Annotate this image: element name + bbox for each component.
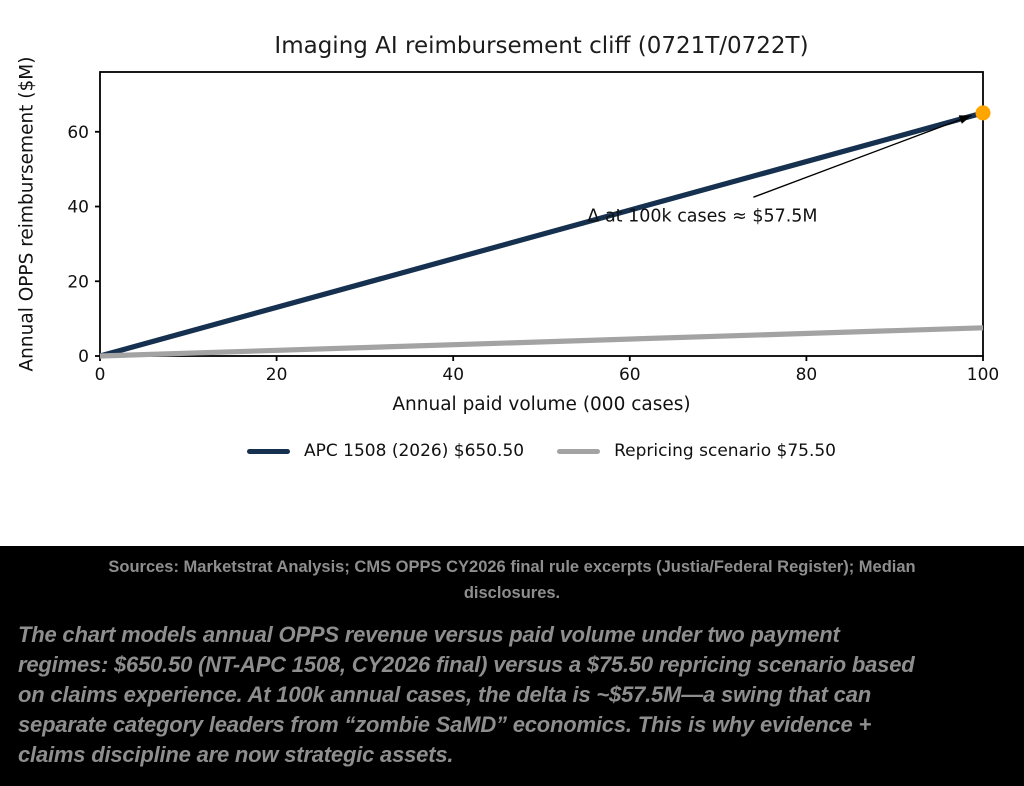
y-tick-label: 60 — [67, 123, 89, 143]
x-tick-label: 40 — [442, 365, 464, 385]
legend-swatch-apc-1508 — [247, 448, 291, 454]
chart-legend: APC 1508 (2026) $650.50 Repricing scenar… — [100, 441, 983, 461]
x-tick-label: 0 — [95, 365, 106, 385]
chart-title: Imaging AI reimbursement cliff (0721T/07… — [274, 33, 809, 59]
y-tick-label: 20 — [67, 272, 89, 292]
commentary-line-1: The chart models annual OPPS revenue ver… — [18, 622, 840, 647]
legend-label-repricing: Repricing scenario $75.50 — [614, 441, 836, 461]
series-line-0 — [99, 110, 984, 359]
commentary-line-2: regimes: $650.50 (NT-APC 1508, CY2026 fi… — [18, 652, 915, 677]
series-line-1 — [99, 325, 984, 359]
legend-item-apc-1508: APC 1508 (2026) $650.50 — [247, 441, 524, 461]
commentary-line-5: claims discipline are now strategic asse… — [18, 742, 454, 767]
sources-line-1: Sources: Marketstrat Analysis; CMS OPPS … — [108, 558, 916, 576]
commentary-line-4: separate category leaders from “zombie S… — [18, 712, 872, 737]
x-tick-label: 60 — [619, 365, 641, 385]
legend-swatch-repricing — [557, 448, 601, 454]
chart-figure: 0 20 40 60 80 100 0 20 40 60 Δ at 100k cases ≈ $57… — [16, 33, 1000, 461]
annotation-arrow-shaft — [753, 114, 972, 198]
y-axis-label: Annual OPPS reimbursement ($M) — [16, 56, 38, 372]
legend-item-repricing: Repricing scenario $75.50 — [557, 441, 836, 461]
commentary-text: The chart models annual OPPS revenue ver… — [0, 620, 1024, 770]
x-tick-label: 80 — [796, 365, 818, 385]
y-tick-label: 40 — [67, 198, 89, 218]
chart-plot-area: 0 20 40 60 80 100 0 20 40 60 Δ at 100k cases ≈ $57… — [67, 71, 999, 385]
y-tick-label: 0 — [78, 347, 89, 367]
x-tick-label: 20 — [266, 365, 288, 385]
axes-frame — [99, 71, 984, 357]
sources-line-2: disclosures. — [463, 584, 561, 602]
sources-text: Sources: Marketstrat Analysis; CMS OPPS … — [0, 546, 1024, 606]
annotation-text: Δ at 100k cases ≈ $57.5M — [587, 206, 817, 226]
endpoint-marker — [975, 105, 991, 121]
commentary-line-3: on claims experience. At 100k annual cas… — [18, 682, 871, 707]
legend-label-apc-1508: APC 1508 (2026) $650.50 — [304, 441, 525, 461]
caption-panel: Sources: Marketstrat Analysis; CMS OPPS … — [0, 546, 1024, 786]
annotation-arrow-head — [958, 115, 972, 124]
x-axis-label: Annual paid volume (000 cases) — [392, 394, 691, 415]
x-tick-label: 100 — [967, 365, 999, 385]
